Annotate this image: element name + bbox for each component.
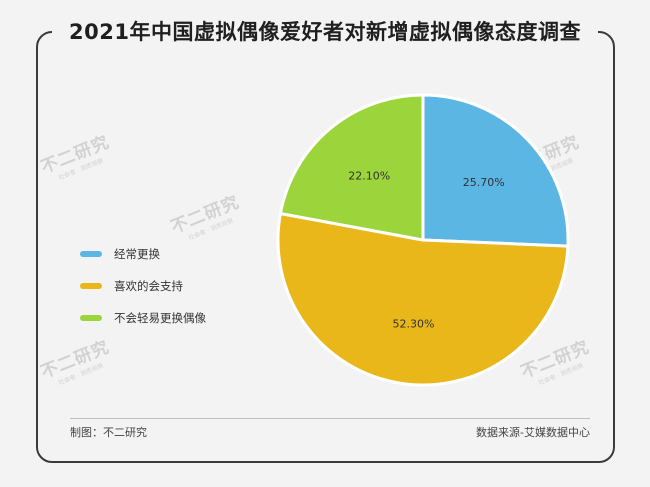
pie-slice [421,93,570,248]
legend-swatch [80,251,102,257]
pie-slice [278,93,425,242]
data-source: 数据来源-艾媒数据中心 [476,426,590,439]
legend-label: 喜欢的会支持 [114,279,183,293]
legend-item: 经常更换 [80,244,206,264]
footer-divider [70,418,590,419]
legend-swatch [80,283,102,289]
slice-value-label: 22.10% [348,169,390,182]
slice-value-label: 52.30% [393,318,435,331]
legend-item: 不会轻易更换偶像 [80,308,206,328]
slice-value-label: 25.70% [463,176,505,189]
pie-slice [276,212,570,387]
legend-swatch [80,315,102,321]
chart-legend: 经常更换 喜欢的会支持 不会轻易更换偶像 [80,244,206,340]
legend-label: 不会轻易更换偶像 [114,311,206,325]
chart-title: 2021年中国虚拟偶像爱好者对新增虚拟偶像态度调查 [52,18,598,46]
chart-credit: 制图：不二研究 [70,426,147,439]
legend-label: 经常更换 [114,247,160,261]
legend-item: 喜欢的会支持 [80,276,206,296]
